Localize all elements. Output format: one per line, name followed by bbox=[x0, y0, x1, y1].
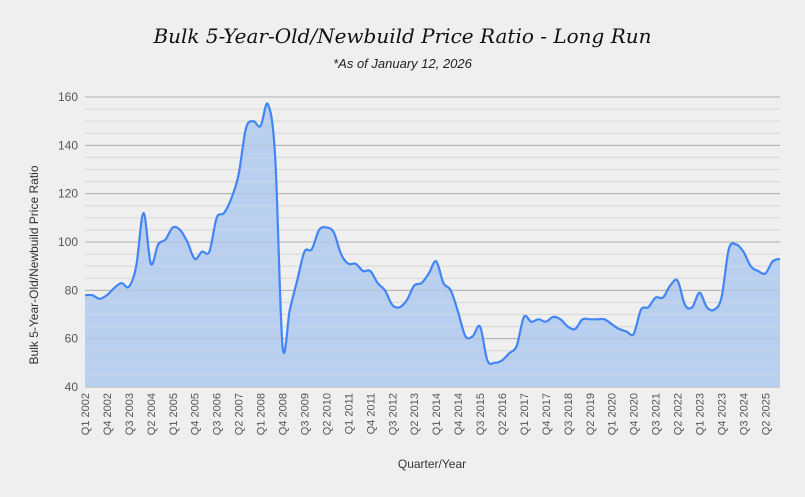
y-tick-label: 60 bbox=[65, 332, 79, 346]
x-tick-label: Q4 2011 bbox=[365, 393, 377, 434]
x-tick-label: Q1 2023 bbox=[695, 393, 707, 435]
x-tick-label: Q4 2014 bbox=[453, 393, 465, 435]
chart-subtitle: *As of January 12, 2026 bbox=[333, 56, 472, 71]
x-tick-label: Q2 2016 bbox=[497, 393, 509, 435]
x-tick-label: Q1 2011 bbox=[343, 393, 355, 434]
x-axis-label: Quarter/Year bbox=[398, 457, 466, 471]
x-tick-label: Q3 2021 bbox=[651, 393, 663, 435]
x-tick-label: Q4 2008 bbox=[278, 393, 290, 435]
y-tick-label: 120 bbox=[58, 187, 78, 201]
x-tick-label: Q2 2025 bbox=[760, 393, 772, 435]
x-tick-label: Q4 2020 bbox=[629, 393, 641, 435]
y-axis-label: Bulk 5-Year-Old/Newbuild Price Ratio bbox=[27, 165, 41, 364]
x-tick-label: Q1 2017 bbox=[519, 393, 531, 435]
x-tick-label: Q3 2024 bbox=[738, 393, 750, 435]
y-tick-label: 80 bbox=[65, 283, 79, 297]
x-tick-label: Q3 2012 bbox=[387, 393, 399, 435]
y-tick-label: 100 bbox=[58, 235, 78, 249]
y-tick-label: 160 bbox=[58, 90, 78, 104]
x-tick-label: Q2 2013 bbox=[409, 393, 421, 435]
x-tick-label: Q2 2022 bbox=[673, 393, 685, 435]
x-tick-label: Q4 2005 bbox=[190, 393, 202, 435]
x-tick-label: Q2 2019 bbox=[585, 393, 597, 435]
area-fill bbox=[85, 103, 780, 388]
chart-title: Bulk 5-Year-Old/Newbuild Price Ratio - L… bbox=[153, 24, 652, 48]
x-tick-label: Q1 2008 bbox=[256, 393, 268, 435]
y-tick-label: 140 bbox=[58, 138, 78, 152]
x-tick-label: Q4 2002 bbox=[102, 393, 114, 435]
x-tick-label: Q3 2015 bbox=[475, 393, 487, 435]
y-tick-label: 40 bbox=[65, 380, 79, 394]
x-tick-label: Q3 2018 bbox=[563, 393, 575, 435]
x-tick-label: Q1 2020 bbox=[607, 393, 619, 435]
x-tick-label: Q3 2006 bbox=[212, 393, 224, 435]
data-line bbox=[84, 102, 781, 365]
x-tick-label: Q4 2023 bbox=[716, 393, 728, 435]
x-tick-label: Q4 2017 bbox=[541, 393, 553, 435]
x-tick-label: Q2 2007 bbox=[234, 393, 246, 435]
x-tick-label: Q2 2010 bbox=[321, 393, 333, 435]
x-tick-label: Q1 2005 bbox=[168, 393, 180, 435]
x-tick-label: Q1 2002 bbox=[80, 393, 92, 435]
y-axis-ticks: 40 60 80 100 120 140 160 bbox=[58, 90, 78, 394]
x-tick-label: Q2 2004 bbox=[146, 393, 158, 435]
x-axis-ticks: Q1 2002 Q4 2002 Q3 2003 Q2 2004 Q1 2005 Q4 20… bbox=[80, 393, 772, 435]
x-tick-label: Q3 2009 bbox=[299, 393, 311, 435]
x-tick-label: Q1 2014 bbox=[431, 393, 443, 435]
x-tick-label: Q3 2003 bbox=[124, 393, 136, 435]
